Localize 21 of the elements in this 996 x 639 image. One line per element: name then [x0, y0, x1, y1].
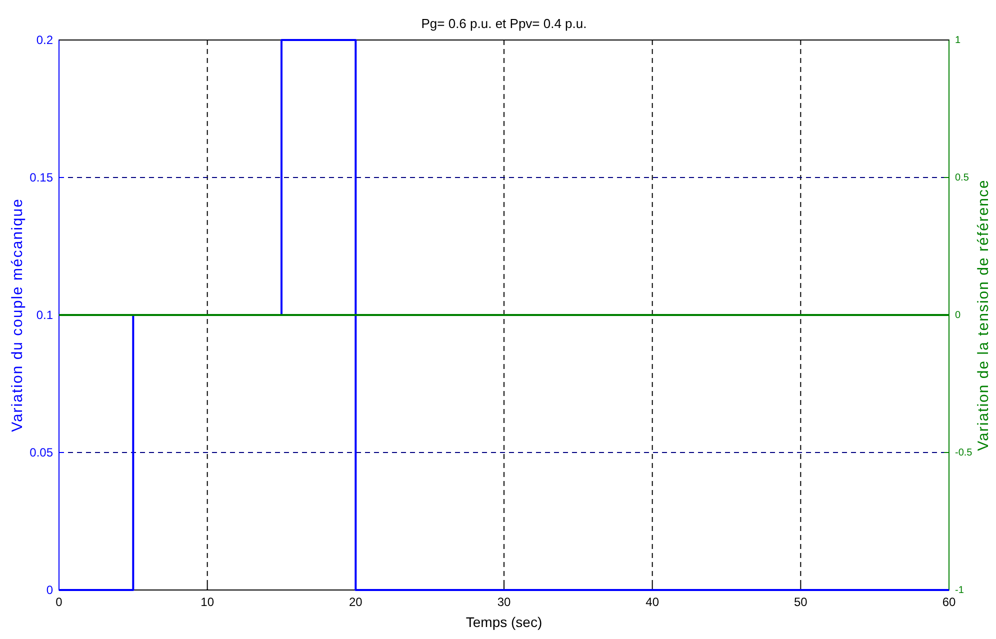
- chart-title: Pg= 0.6 p.u. et Ppv= 0.4 p.u.: [421, 16, 587, 31]
- x-tick-label: 20: [348, 595, 363, 610]
- x-tick-label: 60: [942, 595, 956, 610]
- y-tick-label: 0.15: [30, 170, 54, 184]
- y-axis-title: Variation du couple mécanique: [9, 198, 26, 432]
- x-tick-label: 0: [56, 595, 63, 610]
- y2-tick-label: -1: [955, 585, 964, 596]
- x-axis-title: Temps (sec): [466, 614, 542, 630]
- x-tick-label: 40: [646, 595, 660, 610]
- y-tick-label: 0.1: [36, 308, 54, 322]
- y-tick-label: 0.05: [30, 445, 54, 460]
- y2-tick-label: 1: [955, 35, 961, 46]
- y2-axis-title: Variation de la tension de référence: [975, 179, 992, 451]
- x-tick-label: 50: [794, 595, 808, 610]
- x-tick-label: 30: [497, 595, 511, 610]
- x-tick-label: 10: [200, 595, 214, 610]
- y-tick-label: 0.2: [36, 32, 54, 47]
- y2-tick-label: 0: [955, 310, 961, 322]
- y2-tick-label: 0.5: [955, 172, 970, 184]
- y-tick-label: 0: [46, 582, 54, 597]
- y2-tick-label: -0.5: [955, 448, 973, 459]
